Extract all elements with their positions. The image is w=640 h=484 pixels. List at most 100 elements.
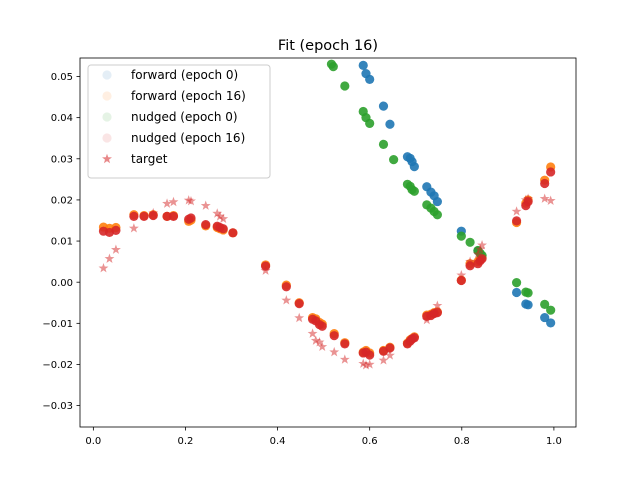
data-point-star [294,312,305,323]
chart-title: Fit (epoch 16) [278,38,378,54]
data-point-star [212,208,223,218]
legend-box [87,64,271,179]
data-point-star [364,359,375,369]
data-point-star [329,346,340,357]
data-point-star [317,341,328,351]
data-point-star [307,328,318,338]
data-point-star [110,244,121,254]
data-point [546,305,556,315]
data-point-star [148,207,159,218]
legend-label: target [131,152,168,166]
data-point [523,288,533,298]
data-point-star [539,193,550,203]
data-point-star [421,314,432,325]
data-point-star [260,265,271,275]
data-point [385,343,395,353]
plot-area [98,59,556,370]
data-point [329,331,339,341]
series-target [98,193,556,370]
data-point-star [402,337,413,348]
data-point [432,210,442,220]
data-point [523,300,533,310]
data-point [162,211,172,221]
data-point-star [523,193,534,203]
axes: 0.0 0.2 0.4 0.6 0.8 1.0 −0.03 −0.02 −0.01 0.00 0.0… [42,57,577,447]
data-point-star [429,308,440,318]
data-point [540,312,550,323]
data-point-star [432,300,443,310]
y-tick-label: −0.01 [42,319,73,330]
legend-label: nudged (epoch 16) [131,131,245,145]
data-point [511,216,522,226]
data-point-star [339,354,350,364]
data-point [228,228,238,238]
x-tick-label: 0.6 [362,436,378,447]
legend-marker [102,91,112,101]
data-point [546,167,556,177]
legend-label: forward (epoch 0) [131,68,238,82]
y-tick-label: −0.02 [42,360,73,371]
data-point-star [378,355,389,365]
legend-marker [102,133,112,143]
data-point-star [281,295,292,305]
data-point-star [200,200,211,210]
legend-item-forward-epoch-0: forward (epoch 0) [102,68,238,82]
data-point [317,321,327,331]
data-point [456,275,466,286]
data-point [540,299,550,310]
legend-marker [102,112,112,122]
data-point [186,213,196,223]
y-tick-label: 0.01 [51,237,73,248]
data-point [409,162,419,172]
legend-item-target: target [102,152,168,166]
y-tick-label: 0.02 [51,196,73,207]
data-point-star [104,253,115,263]
data-point [409,186,419,196]
data-point-star [520,194,531,205]
legend-marker-star [102,153,112,164]
y-tick-label: −0.03 [42,401,73,412]
data-point [281,282,291,292]
legend-item-nudged-epoch-0: nudged (epoch 0) [102,110,238,124]
y-tick-label: 0.03 [51,154,73,165]
legend-item-forward-epoch-16: forward (epoch 16) [102,89,246,103]
data-point [546,318,556,328]
data-point-star [358,358,369,368]
data-point-star [168,196,179,207]
data-point-star [218,213,229,224]
data-point-star [310,335,321,345]
axes-frame [79,57,577,428]
data-point-star [98,263,109,273]
data-point [358,60,368,71]
data-point-star [314,337,325,347]
x-tick-label: 0.8 [454,436,470,447]
data-point-star [545,195,556,205]
data-point [168,211,179,221]
data-point [111,225,121,235]
data-point-star [162,198,172,208]
data-point [328,62,338,72]
data-point [340,339,350,349]
data-point [511,278,522,288]
x-tick-label: 1.0 [546,436,562,447]
x-tick-label: 0.2 [178,436,194,447]
data-point [365,74,375,84]
data-point [389,155,399,165]
y-tick-label: 0.05 [51,72,73,83]
data-point-star [465,256,476,266]
data-point [340,81,350,91]
data-point-star [186,195,196,206]
data-point [378,101,389,111]
series-forward-epoch-0 [358,60,556,328]
legend-item-nudged-epoch-16: nudged (epoch 16) [102,131,245,145]
data-point [129,211,139,221]
data-point-star [475,244,486,254]
data-point [294,298,304,309]
data-point-star [385,350,395,360]
data-point [365,118,375,129]
data-point [365,350,375,360]
data-point-star [409,332,420,342]
data-point-star [477,239,487,250]
